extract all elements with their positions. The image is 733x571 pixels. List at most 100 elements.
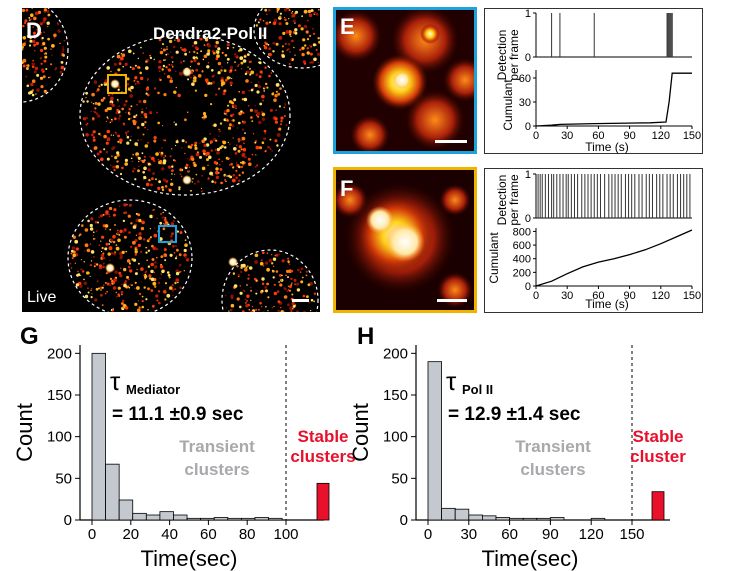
signal-spot: [232, 326, 235, 329]
signal-spot: [266, 331, 268, 333]
signal-spot: [225, 294, 227, 297]
signal-spot: [111, 103, 115, 107]
signal-spot: [244, 298, 247, 301]
signal-spot: [220, 145, 224, 148]
signal-spot: [203, 44, 206, 46]
signal-spot: [245, 302, 247, 304]
hist-bar: [91, 352, 106, 521]
signal-spot: [47, 13, 51, 17]
signal-spot: [235, 107, 237, 110]
signal-spot: [174, 173, 176, 175]
signal-spot: [159, 159, 163, 163]
signal-spot: [142, 238, 146, 241]
signal-spot: [138, 66, 141, 69]
signal-spot: [164, 155, 167, 157]
signal-spot: [284, 339, 285, 340]
signal-spot: [285, 22, 289, 25]
signal-spot: [285, 8, 290, 10]
signal-spot: [145, 251, 148, 254]
signal-spot: [244, 72, 248, 76]
signal-spot: [162, 48, 166, 52]
signal-spot: [200, 50, 203, 53]
signal-spot: [261, 112, 266, 117]
signal-spot: [164, 298, 167, 301]
signal-spot: [301, 52, 305, 57]
signal-spot: [313, 292, 317, 295]
signal-spot: [308, 302, 310, 304]
signal-spot: [120, 56, 124, 61]
signal-spot: [247, 260, 249, 262]
signal-spot: [94, 220, 98, 224]
signal-spot: [109, 102, 113, 106]
signal-spot: [84, 243, 89, 248]
signal-spot: [92, 238, 95, 240]
signal-spot: [217, 71, 221, 75]
signal-spot: [196, 52, 199, 54]
signal-spot: [203, 152, 206, 156]
e-cumulant-ylabel: Cumulant: [501, 79, 515, 131]
signal-spot: [254, 260, 258, 264]
signal-spot: [291, 302, 295, 306]
hist-bar: [468, 514, 483, 521]
signal-spot: [215, 40, 219, 45]
signal-spot: [24, 19, 28, 23]
signal-spot: [283, 115, 286, 118]
signal-spot: [263, 137, 267, 141]
signal-spot: [138, 232, 142, 236]
signal-spot: [172, 45, 176, 49]
signal-spot: [213, 161, 217, 164]
signal-spot: [288, 338, 290, 340]
signal-spot: [130, 105, 133, 108]
signal-spot: [231, 77, 233, 80]
signal-spot: [1, 61, 3, 63]
signal-spot: [272, 21, 277, 25]
signal-spot: [224, 54, 228, 57]
signal-spot: [127, 117, 131, 121]
signal-spot: [98, 132, 101, 136]
signal-spot: [74, 239, 79, 244]
signal-spot: [289, 327, 293, 331]
signal-spot: [263, 129, 267, 133]
signal-spot: [284, 18, 287, 22]
signal-spot: [261, 117, 266, 122]
signal-spot: [272, 276, 275, 279]
signal-spot: [180, 46, 182, 49]
tau-value: = 11.1 ±0.9 sec: [112, 404, 244, 425]
signal-spot: [171, 284, 174, 287]
signal-spot: [93, 80, 98, 84]
signal-spot: [241, 128, 245, 131]
signal-spot: [159, 78, 162, 82]
signal-spot: [330, 47, 333, 50]
signal-spot: [201, 174, 204, 177]
signal-spot: [270, 324, 274, 328]
signal-spot: [271, 92, 275, 96]
signal-spot: [243, 290, 246, 293]
signal-spot: [117, 100, 119, 102]
signal-spot: [250, 88, 254, 92]
e-cumulant-xtick-label: 120: [652, 130, 670, 142]
signal-spot: [254, 253, 259, 258]
signal-spot: [112, 134, 115, 136]
signal-spot: [278, 321, 281, 324]
signal-spot: [273, 98, 277, 102]
signal-spot: [98, 216, 101, 219]
signal-spot: [187, 145, 191, 149]
signal-spot: [260, 259, 263, 262]
signal-spot: [177, 281, 179, 284]
signal-spot: [223, 89, 227, 93]
signal-spot: [115, 111, 118, 115]
signal-spot: [226, 119, 229, 122]
signal-spot: [192, 161, 196, 165]
signal-spot: [230, 84, 233, 87]
signal-spot: [261, 282, 265, 286]
signal-spot: [235, 55, 239, 59]
signal-spot: [137, 308, 141, 312]
signal-spot: [222, 92, 226, 96]
signal-spot: [25, 75, 28, 78]
signal-spot: [317, 37, 320, 40]
signal-spot: [269, 108, 273, 112]
signal-spot: [269, 332, 272, 335]
signal-spot: [184, 243, 188, 247]
signal-spot: [275, 109, 278, 112]
signal-spot: [233, 284, 238, 288]
